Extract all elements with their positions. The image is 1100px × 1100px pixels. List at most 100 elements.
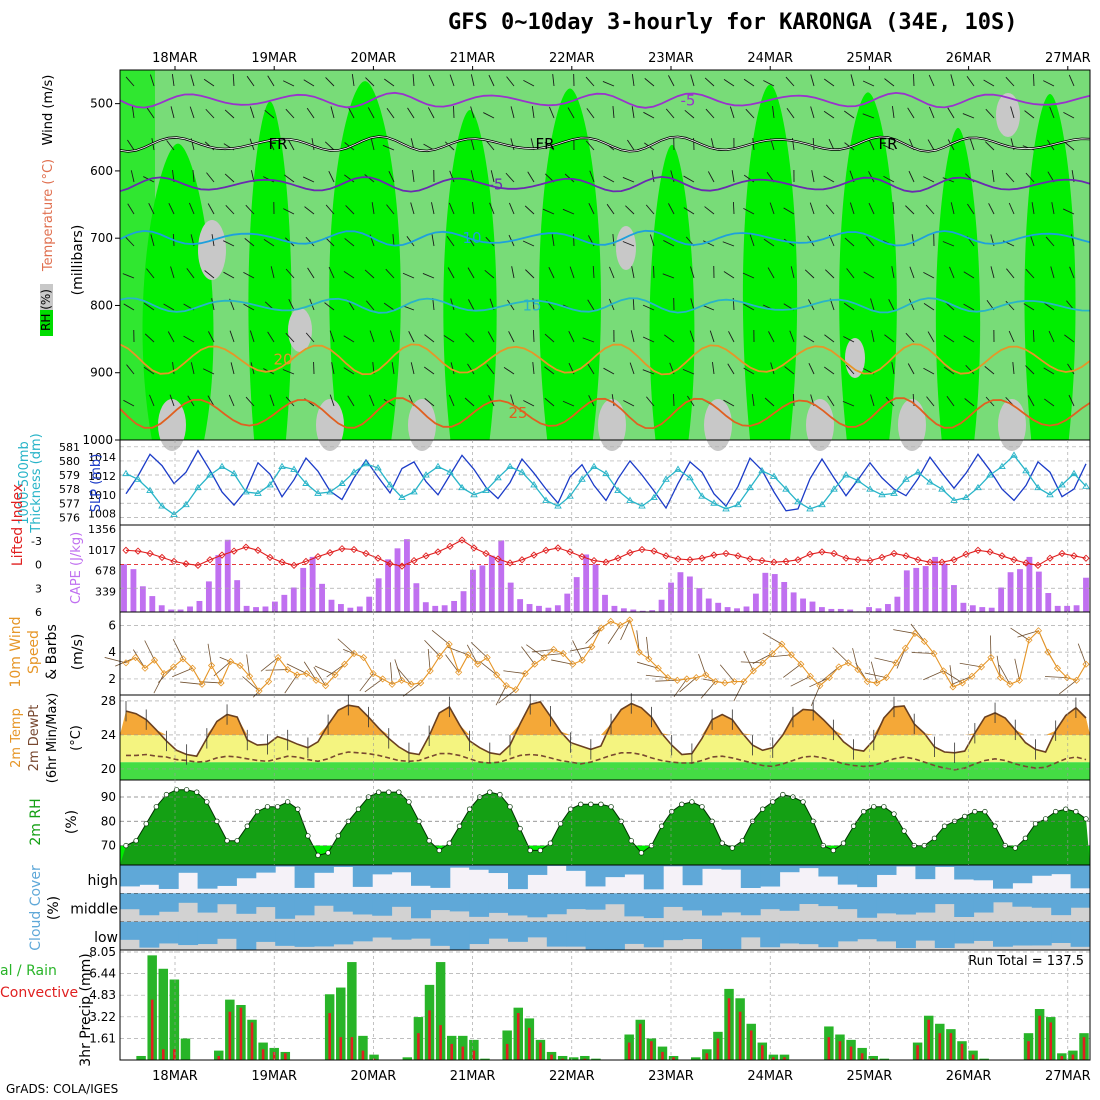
wind-barb	[412, 170, 415, 183]
cape-bar	[545, 607, 552, 612]
cloud-cover-bar-high	[740, 865, 761, 889]
cloud-cover-bar-low	[391, 921, 412, 940]
thickness-point	[542, 496, 550, 503]
rh-point	[780, 791, 786, 798]
precip-convective-bar	[173, 1049, 176, 1060]
wind-barb	[928, 74, 935, 87]
date-label-bottom: 20MAR	[351, 1069, 397, 1084]
wind-barb	[664, 334, 675, 343]
wind-barb	[343, 367, 355, 375]
thickness-point	[362, 459, 370, 467]
wind-barb	[862, 80, 875, 87]
wind-speed-point	[844, 659, 852, 667]
wind-speed-point	[835, 663, 843, 671]
cape-bar	[696, 588, 703, 612]
wind-10m-barb	[180, 681, 203, 685]
thickness-point	[902, 475, 910, 482]
wind-barb	[684, 109, 695, 119]
thickness-point	[734, 500, 742, 508]
wind-speed-point	[207, 661, 216, 670]
wind-speed-point	[483, 653, 491, 662]
thickness-axis-label: 1000-500mb	[17, 441, 32, 525]
lifted-index-point	[1022, 559, 1030, 567]
wind-barb	[705, 108, 715, 119]
cape-bar	[394, 548, 401, 612]
cloud-cover-bar-low	[469, 921, 490, 945]
cloud-cover-bar-low	[915, 921, 936, 941]
precip-total-bar	[435, 962, 446, 1060]
wind-speed-point	[597, 624, 605, 632]
wind-barb	[490, 170, 495, 183]
cloud-cover-bar-middle	[352, 893, 373, 915]
wind-barb	[510, 106, 515, 119]
wind-barb	[364, 269, 375, 279]
slp-tick-label: 1010	[88, 489, 116, 502]
precip-tick-label: 6.44	[89, 967, 116, 981]
wind-10m-barb	[1044, 676, 1068, 678]
rh-point	[355, 806, 362, 812]
wind-barb	[264, 109, 275, 119]
wind-speed-point	[711, 678, 719, 686]
thickness-point	[1046, 490, 1054, 498]
wind-barb	[942, 241, 955, 247]
wind-barb	[602, 80, 615, 87]
rh-point	[982, 808, 988, 815]
wind-barb	[506, 76, 515, 87]
wind-10m-axis-label: 10m Wind	[8, 616, 24, 687]
wind-barb	[448, 394, 455, 407]
cloud-cover-bar-high	[876, 865, 897, 875]
wind-barb	[383, 302, 395, 311]
wind-barb	[283, 80, 295, 87]
wind-barb	[828, 138, 835, 151]
cloud-cover-bar-low	[585, 921, 606, 950]
cloud-cover-bar-high	[255, 865, 276, 873]
wind-speed-point	[265, 678, 273, 686]
precip-frame	[119, 949, 1091, 1061]
rh-dry-patch	[806, 399, 834, 451]
cape-tick-label: 678	[95, 565, 116, 578]
wind-barb	[1023, 303, 1035, 311]
wind-barb	[408, 331, 415, 343]
cape-axis-label: CAPE (J/kg)	[69, 532, 84, 604]
cloud-cover-bar-middle	[896, 893, 916, 915]
cape-bar	[1007, 572, 1014, 612]
cape-tick-label: 1017	[88, 544, 116, 557]
temperature-contour	[119, 229, 1091, 247]
rh-point	[638, 850, 645, 856]
cloud-cover-bar-low	[411, 921, 431, 939]
thickness-point	[170, 510, 178, 517]
cloud-cover-bar-low	[1031, 921, 1052, 946]
precip-convective-bar	[1060, 1055, 1064, 1060]
rh-moist-column	[329, 81, 401, 440]
wind-barb	[228, 394, 235, 407]
precip-convective-bar	[284, 1053, 287, 1060]
precip-convective-bar	[772, 1057, 775, 1060]
wind-barb	[763, 80, 775, 87]
lifted-index-point	[842, 554, 850, 562]
cloud-cover-bar-middle	[430, 893, 451, 911]
rh-area	[120, 789, 1090, 865]
precip-total-bar	[879, 1058, 890, 1060]
cape-bar	[1035, 571, 1042, 612]
cloud-cover-bar-middle	[954, 893, 975, 917]
wind-barb	[188, 202, 195, 215]
wind-10m-barb	[213, 661, 231, 677]
cloud-cover-bar-middle	[294, 893, 315, 916]
thickness-point	[638, 502, 646, 509]
thickness-point	[806, 505, 814, 512]
wind-barb	[510, 394, 515, 407]
wind-barb	[911, 234, 915, 247]
rh-point	[487, 789, 493, 795]
wind-barb	[524, 205, 535, 215]
wind-speed-point	[464, 651, 472, 659]
wind-speed-point	[1082, 660, 1090, 668]
wind-10m-barb	[911, 652, 934, 654]
slp-tick-label: 1008	[88, 508, 116, 521]
cloud-cover-bar-high	[197, 865, 218, 889]
wind-barb	[768, 331, 775, 343]
wind-barb	[329, 394, 335, 407]
wind-barb	[344, 238, 355, 247]
temperature-contour-label: 25	[508, 404, 527, 422]
cloud-cover-bar-low	[275, 921, 296, 946]
lifted-index-point	[710, 551, 718, 559]
